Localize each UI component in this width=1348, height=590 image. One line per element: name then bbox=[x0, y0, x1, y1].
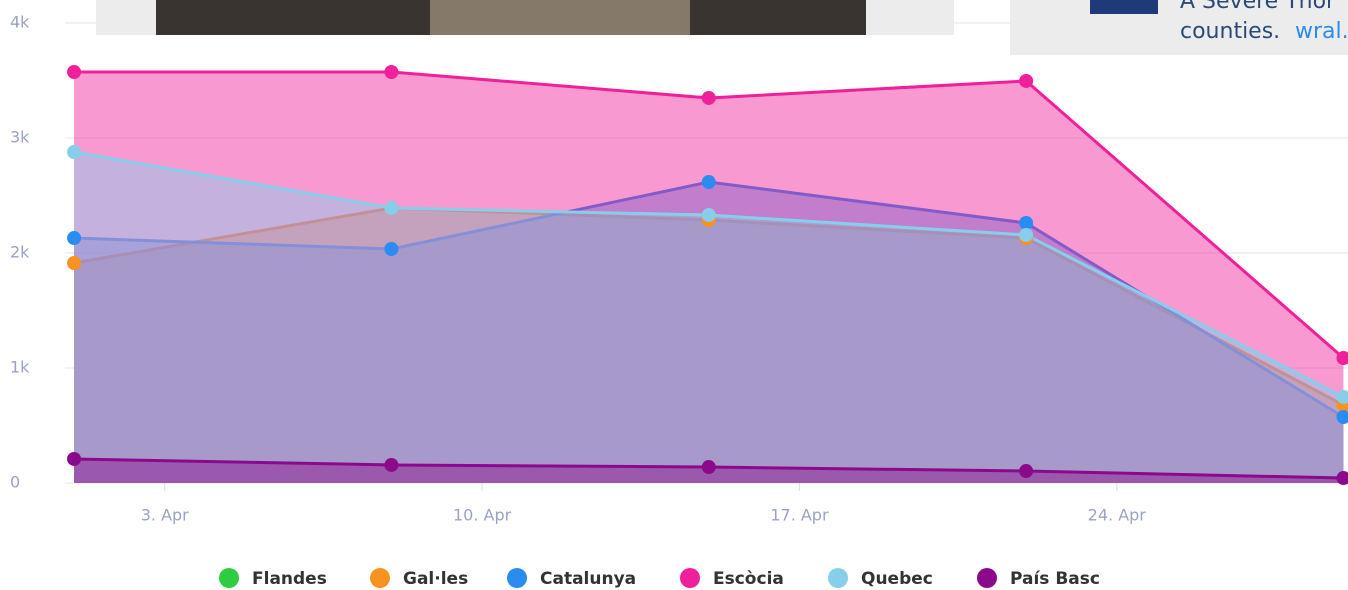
x-tick-label: 24. Apr bbox=[1088, 506, 1147, 525]
marker bbox=[67, 256, 82, 271]
plot-area: 0 1k 2k 3k 4k 3. Apr 10. Apr 17. Apr 24. Apr bbox=[10, 13, 1348, 525]
legend-swatch bbox=[828, 568, 848, 588]
area bbox=[74, 208, 1344, 483]
x-tick-label: 10. Apr bbox=[453, 506, 512, 525]
marker bbox=[1019, 215, 1034, 230]
legend-swatch bbox=[370, 568, 390, 588]
marker bbox=[384, 241, 399, 256]
y-tick-label: 1k bbox=[10, 358, 30, 377]
legend-label: Escòcia bbox=[713, 569, 784, 589]
marker bbox=[1019, 73, 1034, 88]
x-tick-label: 17. Apr bbox=[770, 506, 829, 525]
legend-label: Flandes bbox=[252, 569, 327, 589]
marker bbox=[701, 90, 716, 105]
y-tick-label: 2k bbox=[10, 243, 30, 262]
ad-link[interactable]: wral. bbox=[1295, 19, 1348, 44]
legend-swatch bbox=[977, 568, 997, 588]
marker bbox=[1336, 471, 1348, 486]
ad-logo bbox=[1090, 0, 1158, 14]
marker bbox=[384, 201, 399, 216]
marker bbox=[701, 208, 716, 223]
marker bbox=[67, 451, 82, 466]
marker bbox=[1336, 389, 1348, 404]
news-photo-detail bbox=[430, 0, 690, 35]
marker bbox=[1336, 350, 1348, 365]
marker bbox=[384, 64, 399, 79]
marker bbox=[1336, 409, 1348, 424]
area bbox=[74, 71, 1344, 484]
y-tick-label: 0 bbox=[10, 473, 20, 492]
marker bbox=[384, 457, 399, 472]
legend-label: Catalunya bbox=[540, 569, 636, 589]
area bbox=[74, 152, 1344, 483]
legend-label: Gal·les bbox=[403, 569, 468, 589]
marker bbox=[67, 145, 82, 160]
area bbox=[74, 182, 1344, 484]
legend-swatch bbox=[507, 568, 527, 588]
y-tick-label: 3k bbox=[10, 128, 30, 147]
marker bbox=[67, 64, 82, 79]
legend-label: Quebec bbox=[861, 569, 933, 589]
legend-swatch bbox=[680, 568, 700, 588]
marker bbox=[701, 175, 716, 190]
marker bbox=[1019, 227, 1034, 242]
y-tick-label: 4k bbox=[10, 13, 30, 32]
ad-widget[interactable] bbox=[1010, 0, 1348, 55]
legend-label: País Basc bbox=[1010, 569, 1100, 589]
ad-text: A Severe Thor bbox=[1180, 0, 1336, 14]
x-tick-label: 3. Apr bbox=[141, 506, 189, 525]
marker bbox=[701, 460, 716, 475]
legend-swatch bbox=[219, 568, 239, 588]
ad-text: counties. bbox=[1180, 19, 1280, 44]
marker bbox=[1019, 464, 1034, 479]
marker bbox=[67, 231, 82, 246]
